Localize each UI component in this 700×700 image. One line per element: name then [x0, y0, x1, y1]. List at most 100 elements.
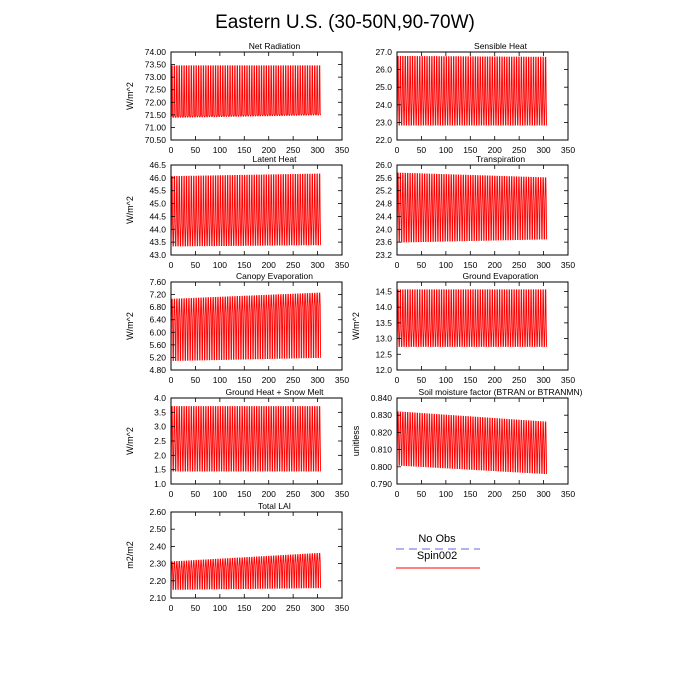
x-tick-label: 300: [536, 145, 550, 155]
y-tick-label: 12.0: [375, 365, 392, 375]
x-tick-label: 50: [417, 145, 427, 155]
x-tick-label: 0: [169, 260, 174, 270]
panel-4: 0 50 100 150 200 250 300 350 26.0 25.6 25.2 24.8 24.…: [375, 154, 575, 270]
x-tick-label: 150: [237, 603, 251, 613]
y-tick-label: 0.830: [371, 410, 393, 420]
series-line-spin002: [171, 406, 322, 472]
x-tick-label: 50: [417, 489, 427, 499]
x-tick-label: 150: [463, 260, 477, 270]
y-tick-label: 23.6: [375, 237, 392, 247]
x-tick-label: 0: [169, 375, 174, 385]
y-tick-label: 12.5: [375, 349, 392, 359]
panel-7: 0 50 100 150 200 250 300 350 4.0 3.5 3.0 2.5 2.0 1.5 1…: [125, 387, 349, 499]
y-tick-label: 4.0: [154, 393, 166, 403]
y-tick-label: 2.20: [149, 576, 166, 586]
y-tick-label: 24.4: [375, 211, 392, 221]
x-tick-label: 300: [536, 489, 550, 499]
panel-5: 0 50 100 150 200 250 300 350 7.60 7.20 6.80 6.40 6.0…: [125, 271, 349, 385]
x-tick-label: 150: [237, 145, 251, 155]
x-tick-label: 100: [439, 260, 453, 270]
y-tick-label: 1.5: [154, 465, 166, 475]
panel-8: 0 50 100 150 200 250 300 350 0.840 0.830 0.820 0.81…: [351, 387, 583, 499]
y-axis-label: unitless: [351, 425, 361, 456]
y-tick-label: 6.40: [149, 315, 166, 325]
x-tick-label: 200: [488, 375, 502, 385]
y-axis-label: W/m^2: [351, 312, 361, 340]
y-tick-label: 43.0: [149, 250, 166, 260]
y-tick-label: 44.0: [149, 224, 166, 234]
x-tick-label: 100: [439, 145, 453, 155]
x-tick-label: 0: [169, 603, 174, 613]
y-tick-label: 2.5: [154, 436, 166, 446]
x-tick-label: 50: [191, 603, 201, 613]
x-tick-label: 0: [169, 145, 174, 155]
y-tick-label: 7.20: [149, 290, 166, 300]
plot-frame: [170, 281, 343, 371]
y-tick-label: 71.50: [145, 110, 167, 120]
y-tick-label: 6.00: [149, 327, 166, 337]
x-tick-label: 350: [335, 489, 349, 499]
y-tick-label: 73.00: [145, 72, 167, 82]
x-tick-label: 200: [262, 375, 276, 385]
x-tick-label: 150: [463, 375, 477, 385]
plot-frame: [170, 51, 343, 141]
x-tick-label: 200: [488, 145, 502, 155]
y-tick-label: 7.60: [149, 277, 166, 287]
series-line-spin002: [171, 173, 322, 247]
legend-label-obs: No Obs: [418, 533, 456, 545]
y-tick-label: 2.10: [149, 593, 166, 603]
y-tick-label: 14.0: [375, 302, 392, 312]
x-tick-label: 250: [512, 489, 526, 499]
x-tick-label: 100: [213, 375, 227, 385]
x-tick-label: 250: [286, 375, 300, 385]
x-tick-label: 250: [512, 145, 526, 155]
x-tick-label: 200: [262, 260, 276, 270]
y-tick-label: 70.50: [145, 135, 167, 145]
x-tick-label: 250: [286, 145, 300, 155]
y-tick-label: 46.0: [149, 173, 166, 183]
y-tick-label: 13.5: [375, 318, 392, 328]
y-tick-label: 72.50: [145, 85, 167, 95]
x-tick-label: 350: [561, 375, 575, 385]
y-tick-label: 71.00: [145, 122, 167, 132]
y-tick-label: 2.40: [149, 541, 166, 551]
panel-2: 0 50 100 150 200 250 300 350 27.0 26.0 25.0 24.0 23.…: [375, 41, 575, 155]
panel-title: Net Radiation: [249, 41, 301, 51]
x-tick-label: 100: [213, 489, 227, 499]
y-tick-label: 5.60: [149, 340, 166, 350]
x-tick-label: 50: [191, 375, 201, 385]
y-axis-label: W/m^2: [125, 312, 135, 340]
panel-title: Latent Heat: [253, 154, 298, 164]
x-tick-label: 150: [237, 375, 251, 385]
x-tick-label: 0: [395, 260, 400, 270]
x-tick-label: 100: [213, 145, 227, 155]
x-tick-label: 100: [439, 489, 453, 499]
plot-frame: [396, 164, 569, 256]
panel-title: Transpiration: [476, 154, 526, 164]
panel-title: Total LAI: [258, 501, 291, 511]
panel-title: Ground Heat + Snow Melt: [225, 387, 324, 397]
panel-title: Ground Evaporation: [462, 271, 538, 281]
x-tick-label: 300: [310, 145, 324, 155]
x-tick-label: 50: [417, 260, 427, 270]
series-line-spin002: [171, 292, 322, 361]
plot-frame: [396, 281, 569, 371]
y-tick-label: 14.5: [375, 286, 392, 296]
x-tick-label: 200: [488, 260, 502, 270]
y-tick-label: 3.0: [154, 422, 166, 432]
x-tick-label: 100: [439, 375, 453, 385]
x-tick-label: 300: [310, 260, 324, 270]
x-tick-label: 300: [310, 489, 324, 499]
x-tick-label: 0: [395, 489, 400, 499]
series-line-spin002: [397, 289, 548, 347]
y-tick-label: 0.790: [371, 479, 393, 489]
y-tick-label: 22.0: [375, 135, 392, 145]
y-tick-label: 26.0: [375, 160, 392, 170]
panel-title: Sensible Heat: [474, 41, 528, 51]
plot-frame: [396, 51, 569, 141]
y-tick-label: 2.60: [149, 507, 166, 517]
y-tick-label: 45.5: [149, 186, 166, 196]
y-tick-label: 73.50: [145, 60, 167, 70]
y-tick-label: 43.5: [149, 237, 166, 247]
